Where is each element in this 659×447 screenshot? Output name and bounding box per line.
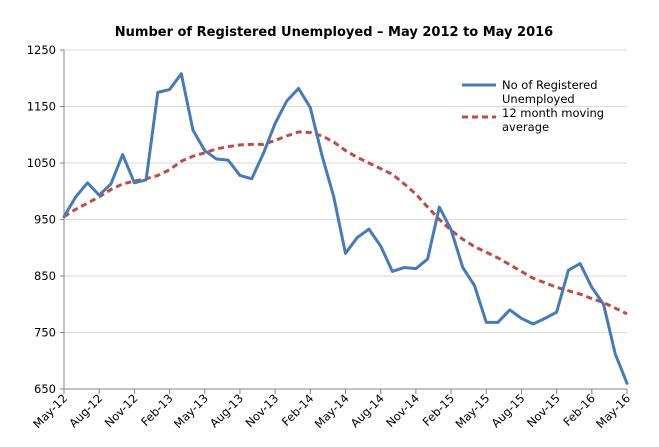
x-tick-label: Feb-16 (560, 391, 598, 429)
x-tick-label: May-15 (453, 391, 493, 431)
y-tick-labels: 650 750 850 950 1050 1150 1250 (27, 43, 56, 396)
y-tick-label: 1250 (27, 43, 56, 57)
x-tick-label: Aug-13 (207, 391, 246, 430)
y-tick-label: 1150 (27, 100, 56, 114)
series (62, 72, 629, 385)
chart-title: Number of Registered Unemployed – May 20… (115, 25, 553, 40)
legend-label-unemployed-line1: No of Registered (502, 78, 598, 92)
grid (64, 49, 627, 390)
x-tick-label: Aug-14 (348, 391, 387, 430)
x-tick-label: May-13 (171, 391, 211, 431)
axes (60, 49, 628, 394)
legend: No of Registered Unemployed 12 month mov… (462, 78, 604, 134)
x-tick-label: Aug-12 (66, 391, 105, 430)
x-tick-label: Feb-14 (279, 391, 317, 429)
y-tick-label: 950 (34, 213, 56, 227)
y-tick-label: 750 (34, 326, 56, 340)
x-tick-label: Aug-15 (488, 391, 527, 430)
legend-label-unemployed-line2: Unemployed (502, 92, 575, 106)
x-tick-label: Feb-13 (138, 391, 176, 429)
x-tick-label: May-14 (312, 391, 352, 431)
series-line-moving-average (63, 130, 628, 316)
y-tick-label: 850 (34, 269, 56, 283)
x-tick-label: May-16 (593, 391, 633, 431)
x-tick-label: May-12 (30, 391, 70, 431)
x-tick-label: Nov-13 (242, 391, 281, 430)
legend-label-moving-average-line1: 12 month moving (502, 106, 604, 120)
y-tick-label: 650 (34, 382, 56, 396)
x-tick-label: Nov-12 (102, 391, 141, 430)
legend-label-moving-average-line2: average (502, 120, 549, 134)
y-tick-label: 1050 (27, 156, 56, 170)
x-tick-label: Nov-14 (383, 391, 422, 430)
x-tick-labels: May-12Aug-12Nov-12Feb-13May-13Aug-13Nov-… (30, 391, 633, 431)
x-tick-label: Feb-15 (420, 391, 458, 429)
series-line-unemployed (62, 72, 629, 385)
x-tick-label: Nov-15 (524, 391, 563, 430)
